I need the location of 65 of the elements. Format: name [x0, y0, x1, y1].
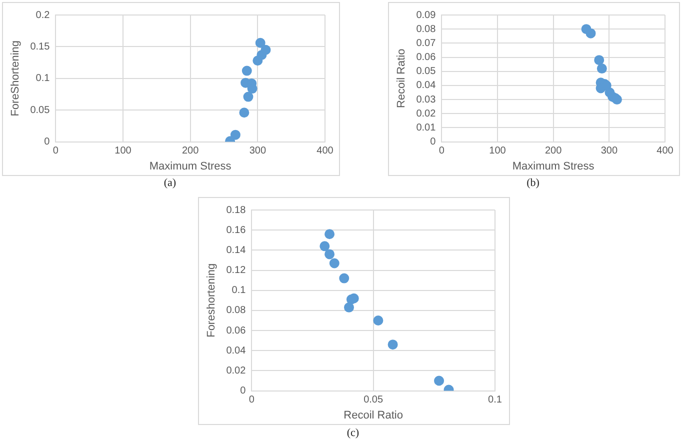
y-tick-label: 0.01	[416, 122, 436, 134]
x-tick-label: 300	[249, 146, 266, 157]
y-axis-title: Foreshortening	[206, 263, 218, 338]
point	[388, 340, 398, 350]
x-axis-title: Recoil Ratio	[344, 409, 403, 422]
y-tick-label: 0.14	[226, 244, 246, 256]
x-tick-label: 0.1	[488, 394, 502, 406]
point	[329, 258, 340, 268]
point	[242, 66, 252, 76]
point	[344, 302, 354, 312]
y-axis-title: Recoil Ratio	[396, 48, 408, 108]
point	[339, 273, 350, 284]
text: (a)	[162, 177, 178, 189]
point	[243, 92, 254, 102]
y-tick-label: 0.16	[226, 224, 246, 236]
y-tick-label: 0.12	[226, 265, 246, 276]
x-axis-title: Maximum Stress	[149, 160, 232, 172]
x-tick-label: 400	[316, 146, 334, 157]
y-tick-label: 0.02	[226, 365, 246, 376]
x-axis-title: Maximum Stress	[512, 160, 595, 172]
y-tick-label: 0.18	[226, 204, 246, 216]
point	[239, 108, 250, 118]
point	[324, 249, 335, 260]
y-axis-title: ForeShortening	[10, 40, 22, 116]
y-tick-label: 0.04	[416, 80, 436, 92]
y-tick-label: 0.2	[36, 10, 50, 21]
x-tick-label: 0	[52, 146, 59, 157]
point	[320, 241, 330, 252]
text: (b)	[526, 177, 540, 189]
y-tick-label: 0.15	[30, 41, 50, 52]
y-tick-label: 0.05	[30, 104, 50, 116]
y-tick-label: 0.03	[416, 94, 436, 106]
point	[594, 55, 604, 66]
point	[596, 64, 607, 74]
y-tick-label: 0.1	[232, 285, 246, 296]
y-tick-label: 0.07	[416, 38, 436, 49]
y-tick-label: 0.08	[226, 305, 246, 316]
point	[260, 44, 271, 55]
point	[373, 315, 384, 326]
y-tick-label: 0.08	[416, 24, 436, 35]
y-tick-label: 0.1	[36, 73, 50, 84]
x-tick-label: 0	[438, 146, 445, 157]
point	[324, 229, 335, 240]
x-tick-label: 200	[182, 146, 200, 157]
y-tick-label: 0.02	[416, 108, 436, 120]
y-tick-label: 0.05	[416, 66, 436, 78]
x-tick-label: 0.05	[364, 394, 384, 406]
x-tick-label: 200	[544, 146, 562, 157]
y-tick-label: 0.09	[416, 10, 436, 21]
x-tick-label: 300	[600, 146, 618, 157]
point	[230, 130, 240, 140]
x-tick-label: 100	[489, 146, 506, 157]
point	[255, 38, 266, 48]
y-tick-label: 0.06	[416, 52, 436, 64]
y-tick-label: 0	[240, 386, 246, 397]
y-tick-label: 0.04	[226, 345, 246, 356]
y-tick-label: 0	[44, 136, 50, 148]
y-tick-label: 0.06	[226, 325, 246, 336]
text: (c)	[346, 427, 360, 439]
point	[586, 28, 596, 38]
x-tick-label: 400	[656, 146, 674, 157]
point	[434, 376, 444, 386]
x-tick-label: 100	[114, 146, 132, 157]
y-tick-label: 0	[430, 136, 436, 148]
x-tick-label: 0	[248, 394, 255, 406]
